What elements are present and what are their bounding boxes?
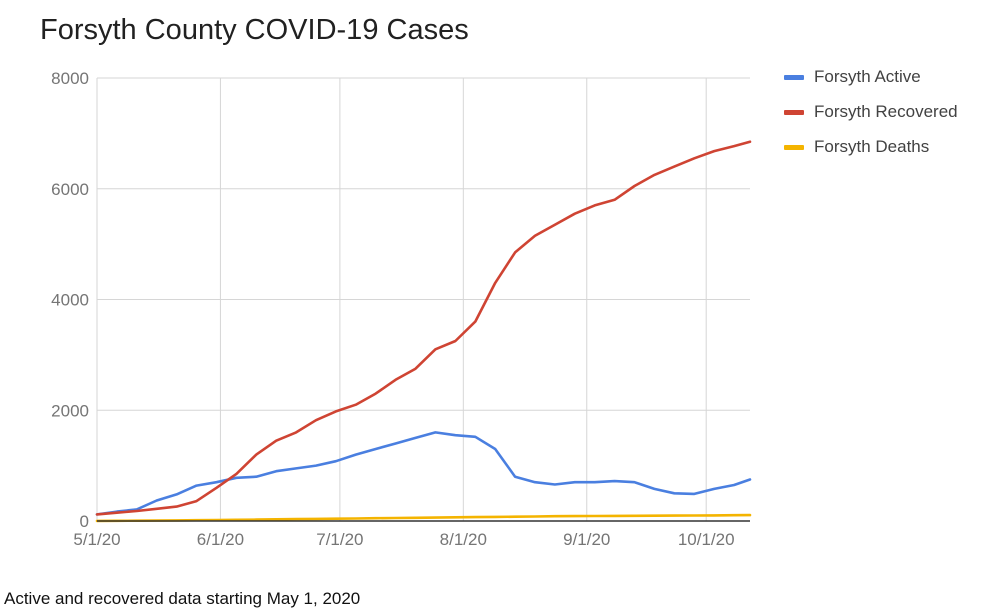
series-line-forsyth-recovered [95,140,752,516]
legend-item: Forsyth Recovered [784,101,958,123]
legend-swatch [784,109,804,115]
legend-swatch [784,144,804,150]
x-axis-ticks: 5/1/20 6/1/20 7/1/20 8/1/20 9/1/20 10/1/20 [73,530,734,549]
gridlines [96,77,750,521]
legend-label: Forsyth Active [814,67,921,86]
legend-label: Forsyth Deaths [814,137,930,156]
x-tick-label: 7/1/20 [316,530,363,549]
series-line-forsyth-active [95,431,752,516]
y-tick-label: 2000 [51,401,89,420]
legend-label: Forsyth Recovered [814,102,958,121]
legend-swatch [784,74,804,80]
legend-item: Forsyth Deaths [784,136,929,158]
x-tick-label: 6/1/20 [197,530,244,549]
y-tick-label: 6000 [51,180,89,199]
chart-title: Forsyth County COVID-19 Cases [40,14,469,46]
y-tick-label: 4000 [51,291,89,310]
x-tick-label: 9/1/20 [563,530,610,549]
series-line-forsyth-deaths [95,513,752,523]
x-tick-label: 5/1/20 [73,530,120,549]
x-tick-label: 10/1/20 [678,530,735,549]
legend-item: Forsyth Active [784,66,921,88]
line-chart: 5/1/20 6/1/20 7/1/20 8/1/20 9/1/20 10/1/20 0 2… [51,69,752,549]
y-tick-label: 8000 [51,69,89,88]
chart-note: Active and recovered data starting May 1… [4,589,361,608]
y-tick-label: 0 [80,512,89,531]
series-lines [95,140,752,523]
y-axis-ticks: 0 2000 4000 6000 8000 [51,69,89,531]
x-tick-label: 8/1/20 [440,530,487,549]
